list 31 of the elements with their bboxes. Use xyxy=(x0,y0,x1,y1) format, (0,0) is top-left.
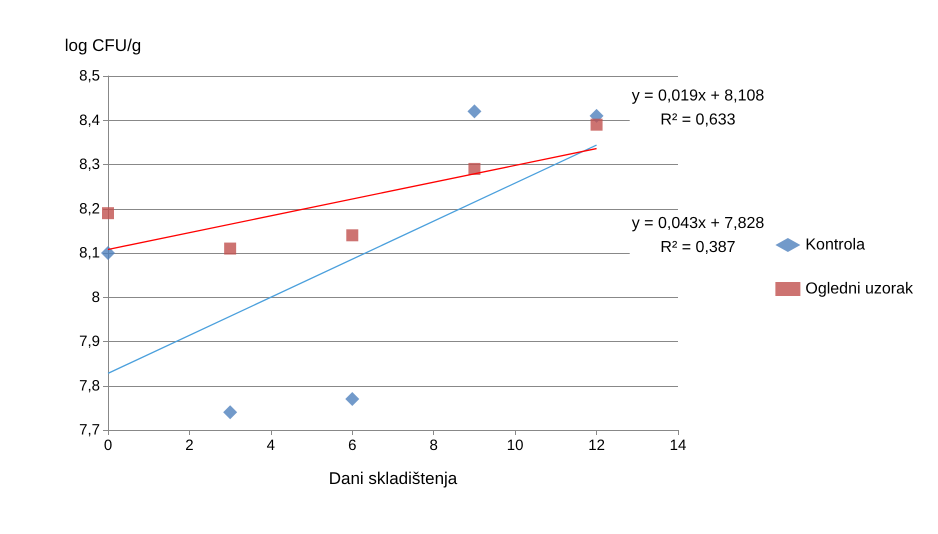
point xyxy=(345,392,360,406)
y-tick-label: 7,8 xyxy=(79,377,100,394)
point xyxy=(102,207,114,220)
point xyxy=(224,242,236,255)
point xyxy=(101,246,115,260)
y-tick-label: 8,4 xyxy=(79,112,100,129)
x-tick-label: 4 xyxy=(266,437,276,454)
x-tick-label: 10 xyxy=(506,437,524,454)
point xyxy=(223,405,238,420)
x-tick-label: 12 xyxy=(588,437,605,454)
point xyxy=(346,229,358,242)
x-tick-label: 8 xyxy=(430,437,438,454)
annotation: y = 0,043x + 7,828 R² = 0,387 xyxy=(632,214,764,256)
y-tick-label: 7,9 xyxy=(79,333,100,350)
y-tick-label: 8,5 xyxy=(79,68,100,84)
x-axis-title: Dani skladištenja xyxy=(328,469,458,488)
legend-label: Ogledni uzorak xyxy=(805,280,914,298)
y-tick-label: 8,3 xyxy=(79,156,100,173)
x-tick-label: 14 xyxy=(670,437,686,454)
annotation: y = 0,019x + 8,108 R² = 0,633 xyxy=(632,88,764,128)
point xyxy=(467,104,482,118)
y-axis-title: log CFU/g xyxy=(64,36,142,55)
y-tick-label: 7,7 xyxy=(79,422,100,438)
y-tick-label: 8 xyxy=(92,288,100,306)
x-tick-label: 0 xyxy=(104,437,112,454)
y-tick-label: 8,1 xyxy=(79,244,100,262)
y-tick-label: 8,2 xyxy=(79,200,100,218)
point xyxy=(590,118,603,131)
x-tick-label: 2 xyxy=(185,437,194,454)
x-tick-label: 6 xyxy=(348,437,356,454)
legend-label: Kontrola xyxy=(805,236,866,254)
